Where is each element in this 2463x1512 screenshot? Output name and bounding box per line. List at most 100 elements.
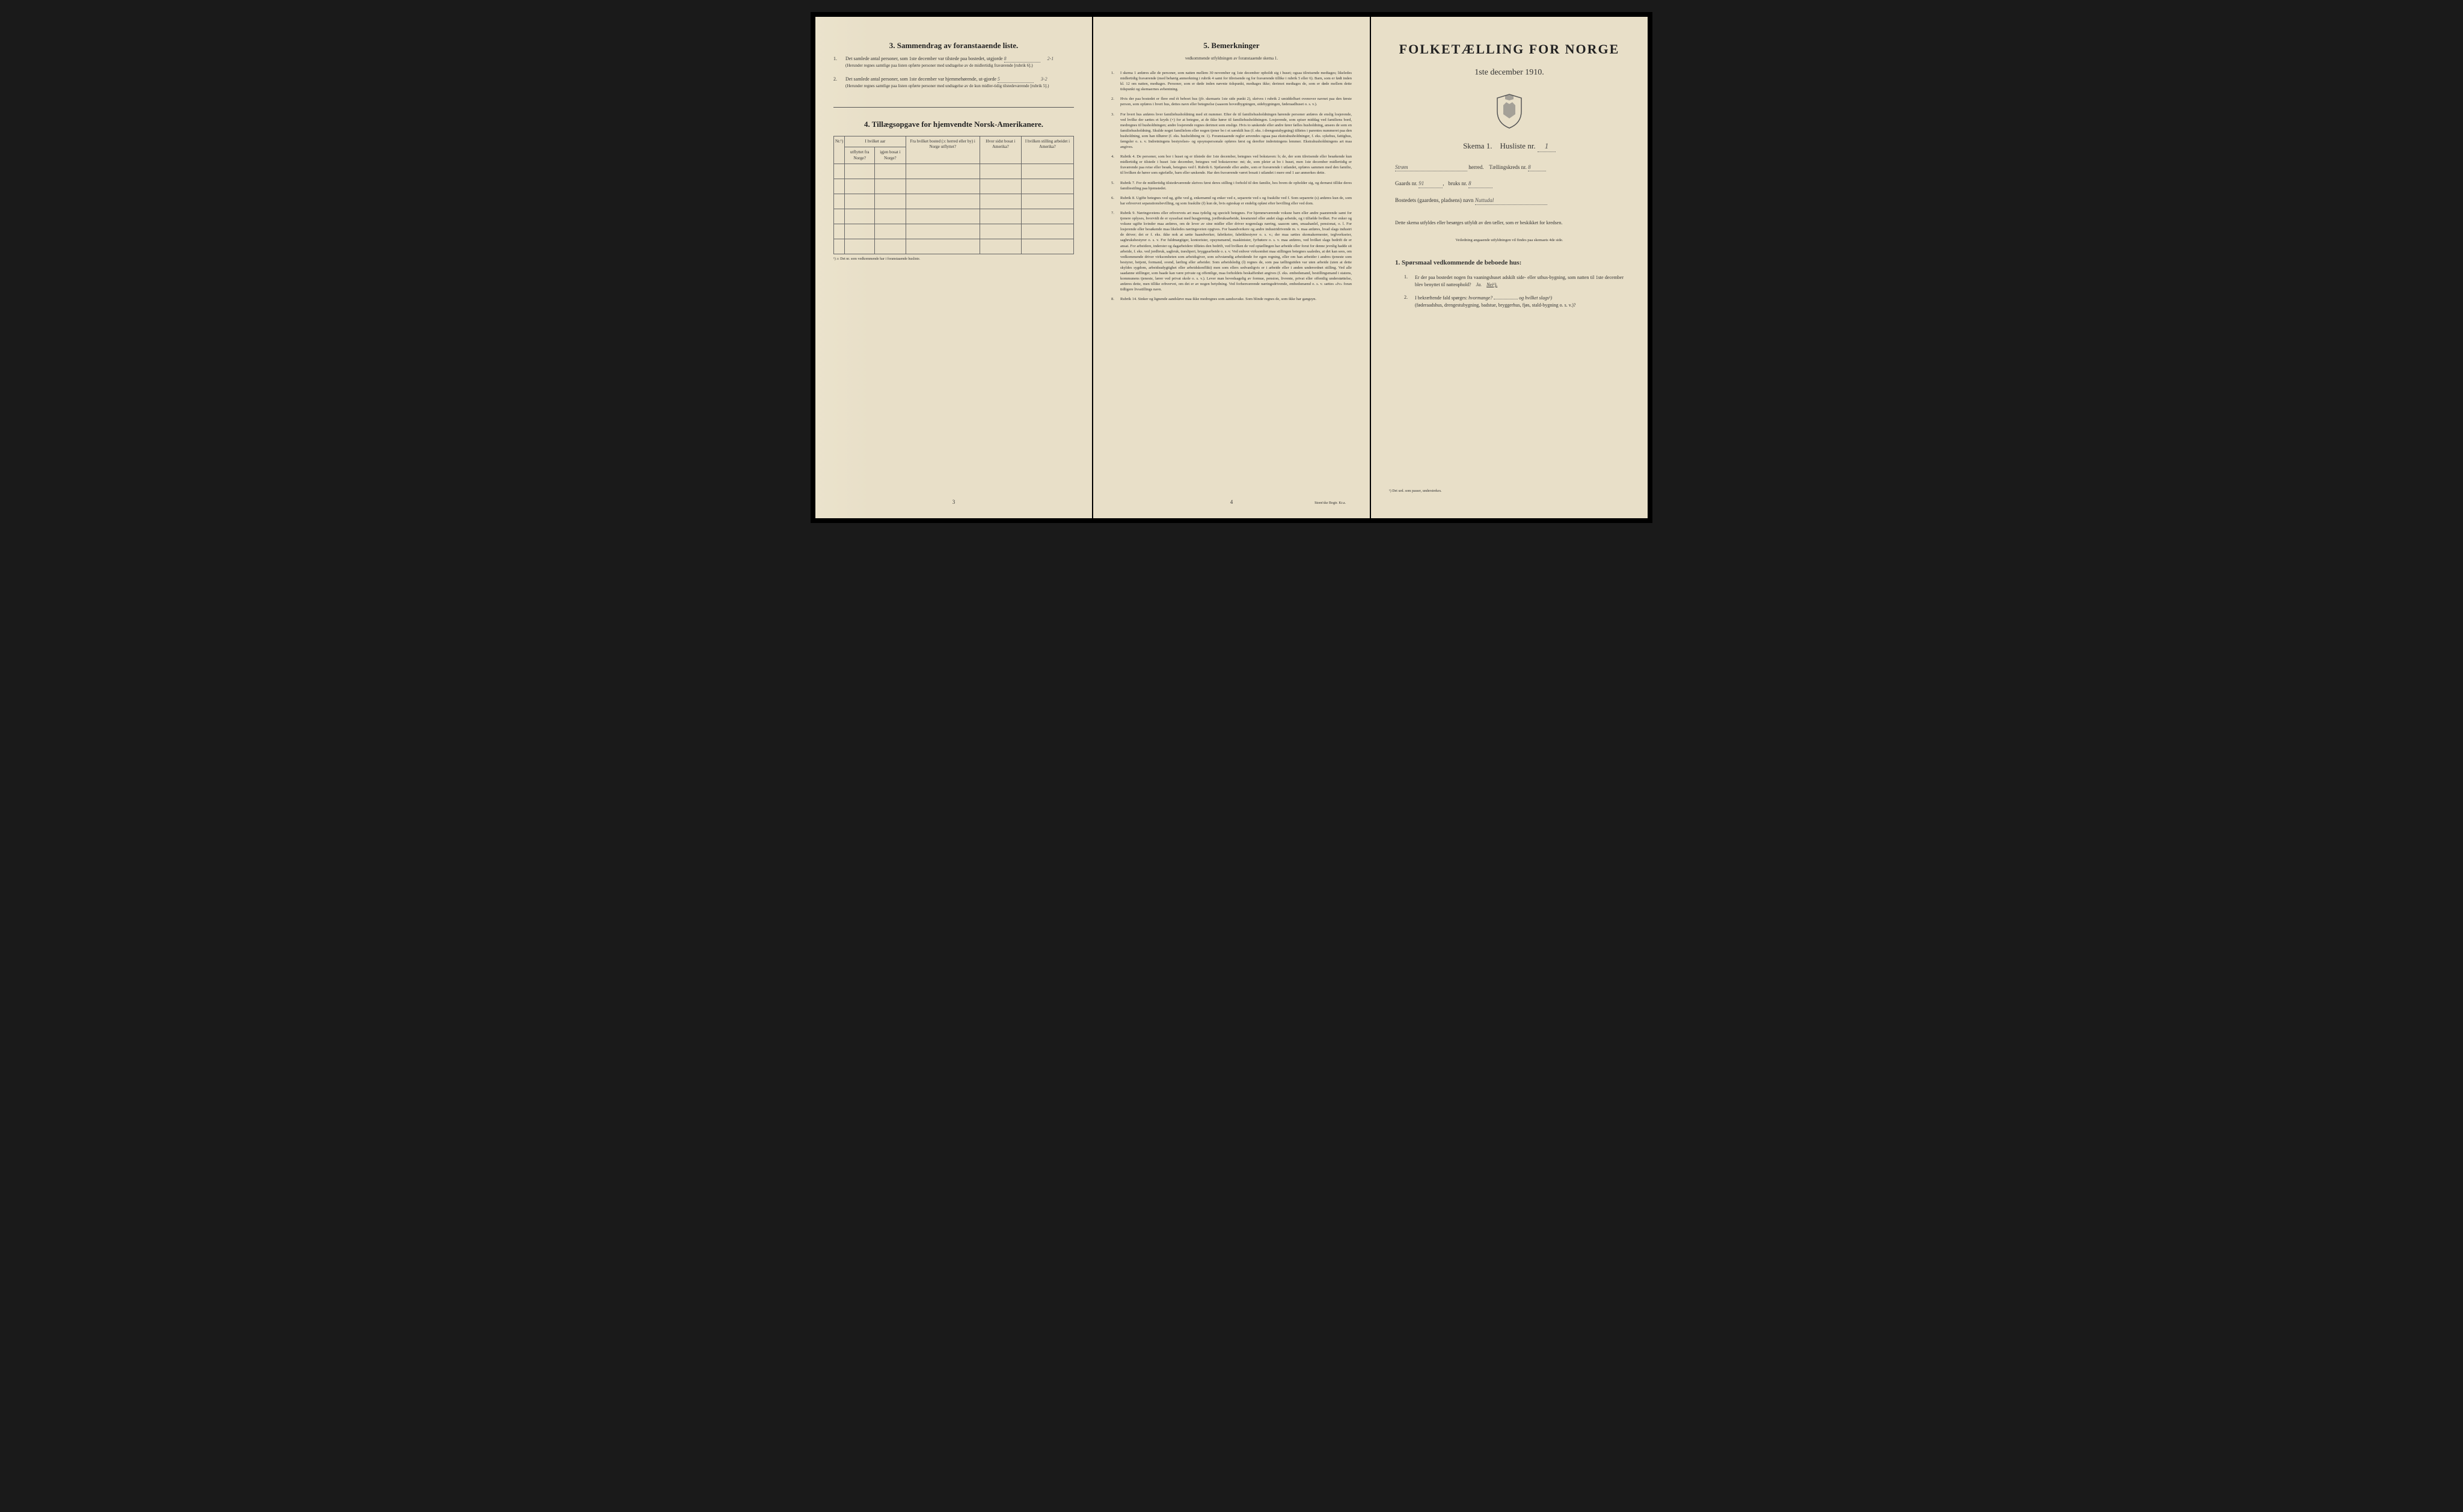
- bosted-value: Nuttudal: [1475, 197, 1547, 205]
- gaard-label: Gaards nr.: [1395, 180, 1417, 186]
- coat-of-arms-icon: [1494, 93, 1524, 129]
- remark-num: 5.: [1111, 180, 1120, 191]
- table-row: [834, 194, 1074, 209]
- item-2-text: Det samlede antal personer, som 1ste dec…: [845, 76, 1074, 90]
- remark-text: Rubrik 9. Næringsveiens eller erhvervets…: [1120, 210, 1352, 292]
- item-1-field: 8: [1004, 56, 1040, 63]
- veiledning: Veiledning angaaende utfyldningen vil fi…: [1389, 238, 1630, 243]
- skema-line: Skema 1. Husliste nr. 1: [1389, 141, 1630, 152]
- remark-8: 8. Rubrik 14. Sinker og lignende aandslø…: [1111, 296, 1352, 302]
- remark-4: 4. Rubrik 4. De personer, som bor i huse…: [1111, 154, 1352, 176]
- item-1-text: Det samlede antal personer, som 1ste dec…: [845, 56, 1074, 69]
- q1-num: 1.: [1404, 274, 1415, 289]
- item-1-maintext: Det samlede antal personer, som 1ste dec…: [845, 56, 1003, 61]
- item-1-handwritten: 2-1: [1047, 56, 1054, 61]
- remark-5: 5. Rubrik 7. For de midlertidig tilstede…: [1111, 180, 1352, 191]
- remark-text: For hvert hus anføres hver familiehushol…: [1120, 112, 1352, 150]
- table-row: [834, 209, 1074, 224]
- item-2-note: (Herunder regnes samtlige paa listen opf…: [845, 84, 1049, 88]
- remark-text: Rubrik 14. Sinker og lignende aandsløve …: [1120, 296, 1352, 302]
- main-title: FOLKETÆLLING FOR NORGE: [1389, 41, 1630, 58]
- q1-maintext: Er der paa bostedet nogen fra vaaningshu…: [1415, 275, 1624, 287]
- bruks-value: 8: [1468, 180, 1492, 188]
- section-3: 3. Sammendrag av foranstaaende liste. 1.…: [833, 41, 1074, 89]
- remark-num: 7.: [1111, 210, 1120, 292]
- bosted-line: Bostedets (gaardens, pladsens) navn Nutt…: [1389, 197, 1630, 205]
- page1-footnote: ¹) Det urd. som passer, understrekes.: [1389, 489, 1630, 494]
- remark-1: 1. I skema 1 anføres alle de personer, s…: [1111, 70, 1352, 92]
- q1-ja: Ja.: [1476, 282, 1482, 287]
- question-2: 2. I bekræftende fald spørges: hvormange…: [1389, 295, 1630, 309]
- q2-maintext: I bekræftende fald spørges:: [1415, 295, 1467, 301]
- remark-num: 2.: [1111, 96, 1120, 107]
- kreds-label: Tællingskreds nr.: [1489, 164, 1527, 170]
- table-footnote: ¹) ɔ: Det nr. som vedkommende har i fora…: [833, 257, 1074, 262]
- col-bosted: Fra hvilket bosted (ɔ: herred eller by) …: [906, 136, 980, 164]
- item-1-num: 1.: [833, 56, 845, 69]
- item-2-maintext: Det samlede antal personer, som 1ste dec…: [845, 76, 996, 82]
- item-1: 1. Det samlede antal personer, som 1ste …: [833, 56, 1074, 69]
- q2-hvormange: hvormange?: [1468, 295, 1492, 301]
- sub-date: 1ste december 1910.: [1389, 67, 1630, 78]
- item-2-num: 2.: [833, 76, 845, 90]
- q2-hvilket: og hvilket slags¹): [1519, 295, 1552, 301]
- table-row: [834, 179, 1074, 194]
- remark-num: 8.: [1111, 296, 1120, 302]
- document-container: 3. Sammendrag av foranstaaende liste. 1.…: [811, 12, 1652, 523]
- table-body: [834, 164, 1074, 254]
- page-1: FOLKETÆLLING FOR NORGE 1ste december 191…: [1371, 17, 1648, 518]
- item-2-handwritten: 3-2: [1041, 76, 1047, 82]
- remark-num: 4.: [1111, 154, 1120, 176]
- american-table: Nr.¹) I hvilket aar Fra hvilket bosted (…: [833, 136, 1074, 254]
- note-box: Dette skema utfyldes eller besørges utfy…: [1395, 220, 1624, 226]
- section-3-title: 3. Sammendrag av foranstaaende liste.: [833, 41, 1074, 51]
- remark-7: 7. Rubrik 9. Næringsveiens eller erhverv…: [1111, 210, 1352, 292]
- gaard-line: Gaards nr. 91, bruks nr. 8: [1389, 180, 1630, 188]
- section-4-title: 4. Tillægsopgave for hjemvendte Norsk-Am…: [833, 120, 1074, 130]
- remark-text: Rubrik 4. De personer, som bor i huset o…: [1120, 154, 1352, 176]
- remark-num: 3.: [1111, 112, 1120, 150]
- q2-num: 2.: [1404, 295, 1415, 309]
- herred-line: Strøm herred. Tællingskreds nr. 8: [1389, 164, 1630, 172]
- skema-label: Skema 1.: [1463, 141, 1492, 150]
- remark-text: Hvis der paa bostedet er flere end ét be…: [1120, 96, 1352, 107]
- section-4: 4. Tillægsopgave for hjemvendte Norsk-Am…: [833, 120, 1074, 262]
- q2-examples: (føderaadshus, drengestubygning, badstue…: [1415, 302, 1575, 308]
- item-1-value: 8: [1004, 56, 1007, 61]
- bruks-label: bruks nr.: [1448, 180, 1467, 186]
- gaard-value: 91: [1419, 180, 1443, 188]
- table-head: Nr.¹) I hvilket aar Fra hvilket bosted (…: [834, 136, 1074, 164]
- col-utflyttet: utflyttet fra Norge?: [845, 147, 875, 164]
- divider: [833, 107, 1074, 108]
- item-1-note: (Herunder regnes samtlige paa listen opf…: [845, 63, 1033, 68]
- remarks-title: 5. Bemerkninger: [1111, 41, 1352, 51]
- col-bosat: igjen bosat i Norge?: [875, 147, 906, 164]
- table-row: [834, 164, 1074, 179]
- page-number-4: 4: [1230, 499, 1233, 506]
- item-2: 2. Det samlede antal personer, som 1ste …: [833, 76, 1074, 90]
- question-1: 1. Er der paa bostedet nogen fra vaaning…: [1389, 274, 1630, 289]
- husliste-value: 1: [1538, 141, 1556, 152]
- herred-label: herred.: [1468, 164, 1483, 170]
- q2-text: I bekræftende fald spørges: hvormange? o…: [1415, 295, 1624, 309]
- remark-num: 1.: [1111, 70, 1120, 92]
- item-2-field: 5: [998, 76, 1034, 83]
- kreds-value: 8: [1528, 164, 1546, 172]
- col-amerika: Hvor sidst bosat i Amerika?: [980, 136, 1021, 164]
- remark-text: I skema 1 anføres alle de personer, som …: [1120, 70, 1352, 92]
- page-number-3: 3: [952, 499, 955, 506]
- col-stilling: I hvilken stilling arbeidet i Amerika?: [1021, 136, 1073, 164]
- remarks-subtitle: vedkommende utfyldningen av foranstaaend…: [1111, 56, 1352, 61]
- col-nr: Nr.¹): [834, 136, 845, 164]
- questions-title: 1. Spørsmaal vedkommende de beboede hus:: [1389, 259, 1630, 267]
- remark-num: 6.: [1111, 195, 1120, 206]
- col-aar: I hvilket aar: [845, 136, 906, 147]
- remark-6: 6. Rubrik 8. Ugifte betegnes ved ug, gif…: [1111, 195, 1352, 206]
- header-row-1: Nr.¹) I hvilket aar Fra hvilket bosted (…: [834, 136, 1074, 147]
- page-4: 5. Bemerkninger vedkommende utfyldningen…: [1093, 17, 1370, 518]
- herred-value: Strøm: [1395, 164, 1467, 172]
- q1-text: Er der paa bostedet nogen fra vaaningshu…: [1415, 274, 1624, 289]
- table-row: [834, 224, 1074, 239]
- printer-mark: Steen'ske Bogtr. Kr.a.: [1314, 501, 1346, 506]
- table-row: [834, 239, 1074, 254]
